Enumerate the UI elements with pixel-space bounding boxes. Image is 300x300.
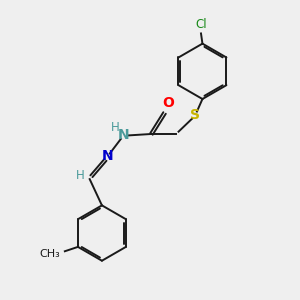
Text: N: N <box>102 149 114 164</box>
Text: O: O <box>162 96 174 110</box>
Text: CH₃: CH₃ <box>40 249 61 259</box>
Text: H: H <box>76 169 85 182</box>
Text: S: S <box>190 108 200 122</box>
Text: Cl: Cl <box>195 18 207 31</box>
Text: H: H <box>111 121 119 134</box>
Text: N: N <box>118 128 130 142</box>
